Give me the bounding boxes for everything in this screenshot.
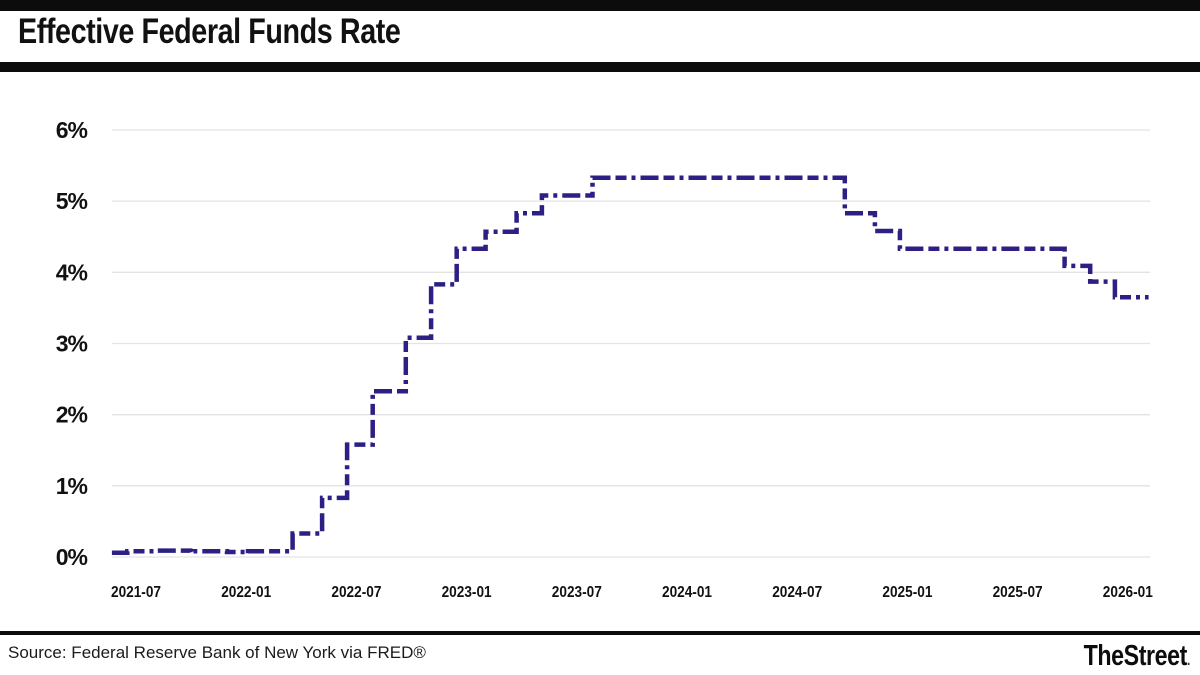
x-axis-tick-label: 2022-01 [221, 584, 271, 601]
y-axis-tick-label: 2% [56, 402, 88, 428]
x-axis-tick-label: 2023-07 [552, 584, 602, 601]
y-axis-tick-label: 0% [56, 544, 88, 570]
footer-divider-rule [0, 631, 1200, 635]
x-axis-tick-label: 2024-01 [662, 584, 712, 601]
thestreet-logo-text: TheStreet [1083, 640, 1188, 672]
y-axis-tick-label: 4% [56, 259, 88, 285]
y-axis-tick-label: 6% [56, 117, 88, 143]
effr-series-line [111, 175, 1149, 556]
x-axis-tick-label: 2022-07 [331, 584, 381, 601]
y-axis-tick-label: 1% [56, 473, 88, 499]
source-attribution: Source: Federal Reserve Bank of New York… [8, 643, 426, 662]
y-axis-tick-label: 3% [56, 331, 88, 357]
thestreet-logo-dot: . [1187, 652, 1190, 669]
x-axis-tick-label: 2021-07 [111, 584, 161, 601]
x-axis-tick-label: 2024-07 [772, 584, 822, 601]
y-axis-tick-label: 5% [56, 188, 88, 214]
thestreet-logo: TheStreet. [1083, 640, 1191, 673]
title-divider-bar [0, 62, 1200, 72]
x-axis-tick-label: 2025-07 [993, 584, 1043, 601]
x-axis-tick-label: 2026-01 [1103, 584, 1153, 601]
x-axis-tick-label: 2025-01 [882, 584, 932, 601]
top-black-bar [0, 0, 1200, 11]
x-axis-tick-label: 2023-01 [442, 584, 492, 601]
page-title: Effective Federal Funds Rate [18, 12, 401, 51]
